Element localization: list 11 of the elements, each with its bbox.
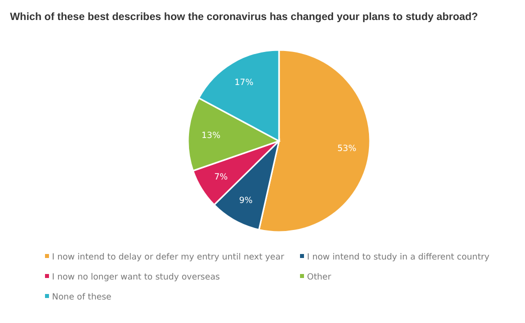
data-label: 53% <box>337 144 356 154</box>
data-label: 9% <box>239 196 253 206</box>
data-label: 17% <box>234 78 254 88</box>
chart-title: Which of these best describes how the coronavirus has changed your plans to study abroad? <box>10 11 478 23</box>
data-label: 7% <box>214 172 228 182</box>
data-label: 13% <box>202 130 220 141</box>
legend-label: None of these <box>52 292 112 302</box>
legend-label: Other <box>307 272 332 282</box>
legend-label: I now no longer want to study overseas <box>52 272 220 282</box>
legend-label: I now intend to delay or defer my entry until next year <box>52 252 285 262</box>
legend-label: I now intend to study in a different country <box>307 252 490 262</box>
